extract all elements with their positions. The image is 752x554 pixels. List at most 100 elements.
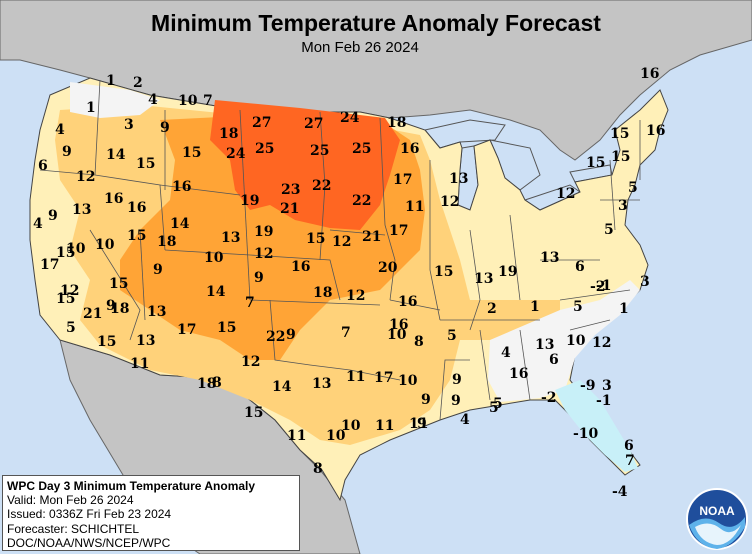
anomaly-label: 5 <box>66 320 76 336</box>
anomaly-label: 25 <box>255 141 274 157</box>
anomaly-label: 16 <box>172 179 191 195</box>
anomaly-label: 13 <box>540 250 559 266</box>
anomaly-label: 11 <box>405 199 424 215</box>
anomaly-label: 9 <box>153 262 163 278</box>
info-forecaster: Forecaster: SCHICHTEL <box>7 521 140 536</box>
anomaly-label: 20 <box>378 260 398 276</box>
anomaly-label: 11 <box>130 356 149 372</box>
anomaly-label: 22 <box>266 329 285 345</box>
anomaly-label: 7 <box>625 453 635 469</box>
anomaly-label: -10 <box>573 426 599 442</box>
anomaly-label: 15 <box>127 228 146 244</box>
anomaly-label: 1 <box>619 301 629 317</box>
anomaly-label: 17 <box>389 223 408 239</box>
anomaly-label: 25 <box>352 141 371 157</box>
anomaly-label: 15 <box>182 145 201 161</box>
anomaly-label: 5 <box>604 222 614 238</box>
anomaly-label: 19 <box>240 193 259 209</box>
anomaly-label: 15 <box>610 126 629 142</box>
anomaly-label: 14 <box>206 284 226 300</box>
anomaly-label: 10 <box>398 373 418 389</box>
anomaly-label: -1 <box>596 393 612 409</box>
anomaly-label: 7 <box>341 325 351 341</box>
anomaly-label: 15 <box>136 156 155 172</box>
info-valid: Valid: Mon Feb 26 2024 <box>7 493 134 508</box>
anomaly-label: 13 <box>535 337 554 353</box>
anomaly-label: 5 <box>573 299 583 315</box>
anomaly-label: 16 <box>646 123 665 139</box>
anomaly-label: 9 <box>48 208 58 224</box>
anomaly-label: 10 <box>95 237 115 253</box>
anomaly-label: 8 <box>414 334 424 350</box>
map-title: Minimum Temperature Anomaly Forecast <box>151 10 601 36</box>
anomaly-label: 10 <box>204 250 224 266</box>
anomaly-label: 3 <box>124 117 134 133</box>
anomaly-label: 3 <box>602 378 612 394</box>
anomaly-label: 21 <box>83 306 102 322</box>
anomaly-label: 13 <box>147 304 166 320</box>
anomaly-label: 15 <box>306 231 325 247</box>
anomaly-label: 13 <box>136 333 155 349</box>
anomaly-label: 12 <box>556 186 575 202</box>
anomaly-label: 9 <box>421 392 431 408</box>
anomaly-label: 22 <box>352 193 371 209</box>
anomaly-label: 24 <box>340 110 360 126</box>
anomaly-label: 27 <box>304 116 323 132</box>
anomaly-label: 13 <box>474 271 493 287</box>
anomaly-label: 12 <box>440 194 459 210</box>
anomaly-label: 10 <box>387 327 407 343</box>
canada-land <box>0 0 752 161</box>
anomaly-label: 10 <box>326 428 346 444</box>
anomaly-label: 22 <box>312 178 331 194</box>
anomaly-label: 10 <box>341 418 361 434</box>
anomaly-label: 11 <box>409 416 428 432</box>
anomaly-label: 9 <box>106 298 116 314</box>
anomaly-label: 5 <box>489 400 499 416</box>
anomaly-label: 15 <box>434 264 453 280</box>
anomaly-label: 16 <box>104 191 123 207</box>
anomaly-label: 5 <box>447 328 457 344</box>
anomaly-label: 11 <box>287 428 306 444</box>
anomaly-label: 2 <box>487 301 497 317</box>
anomaly-label: 14 <box>272 379 292 395</box>
anomaly-label: 16 <box>640 66 659 82</box>
anomaly-label: -9 <box>580 378 596 394</box>
anomaly-label: 16 <box>509 366 528 382</box>
anomaly-label: 4 <box>148 92 158 108</box>
anomaly-label: 7 <box>245 295 255 311</box>
anomaly-label: 16 <box>398 294 417 310</box>
noaa-logo-text: NOAA <box>699 504 735 518</box>
info-heading: WPC Day 3 Minimum Temperature Anomaly <box>7 479 256 493</box>
anomaly-label: 4 <box>55 122 65 138</box>
anomaly-label: 9 <box>62 144 72 160</box>
anomaly-label: 6 <box>549 352 559 368</box>
anomaly-label: 3 <box>618 198 628 214</box>
anomaly-label: 1 <box>106 73 116 89</box>
anomaly-label: 18 <box>197 376 216 392</box>
anomaly-label: 9 <box>286 327 296 343</box>
anomaly-label: 13 <box>312 376 331 392</box>
anomaly-label: 2 <box>133 75 143 91</box>
anomaly-label: 8 <box>313 461 323 477</box>
anomaly-label: 12 <box>241 354 260 370</box>
anomaly-label: 9 <box>417 416 427 432</box>
anomaly-label: 10 <box>66 241 86 257</box>
anomaly-label: 5 <box>493 396 503 412</box>
anomaly-label: 16 <box>389 317 408 333</box>
anomaly-label: 13 <box>221 230 240 246</box>
info-agency: DOC/NOAA/NWS/NCEP/WPC <box>7 535 171 550</box>
anomaly-label: 4 <box>460 412 470 428</box>
anomaly-label: 16 <box>291 259 310 275</box>
anomaly-zone-warm-peak <box>210 100 400 230</box>
map-subtitle: Mon Feb 26 2024 <box>301 39 419 56</box>
anomaly-label: 23 <box>281 182 300 198</box>
anomaly-label: 4 <box>33 216 43 232</box>
anomaly-label: 15 <box>586 155 605 171</box>
anomaly-label: 18 <box>157 234 176 250</box>
anomaly-label: 10 <box>178 93 198 109</box>
anomaly-label: -4 <box>612 484 628 500</box>
anomaly-label: 9 <box>452 372 462 388</box>
anomaly-label: 18 <box>110 301 129 317</box>
anomaly-label: -2 <box>541 390 557 406</box>
